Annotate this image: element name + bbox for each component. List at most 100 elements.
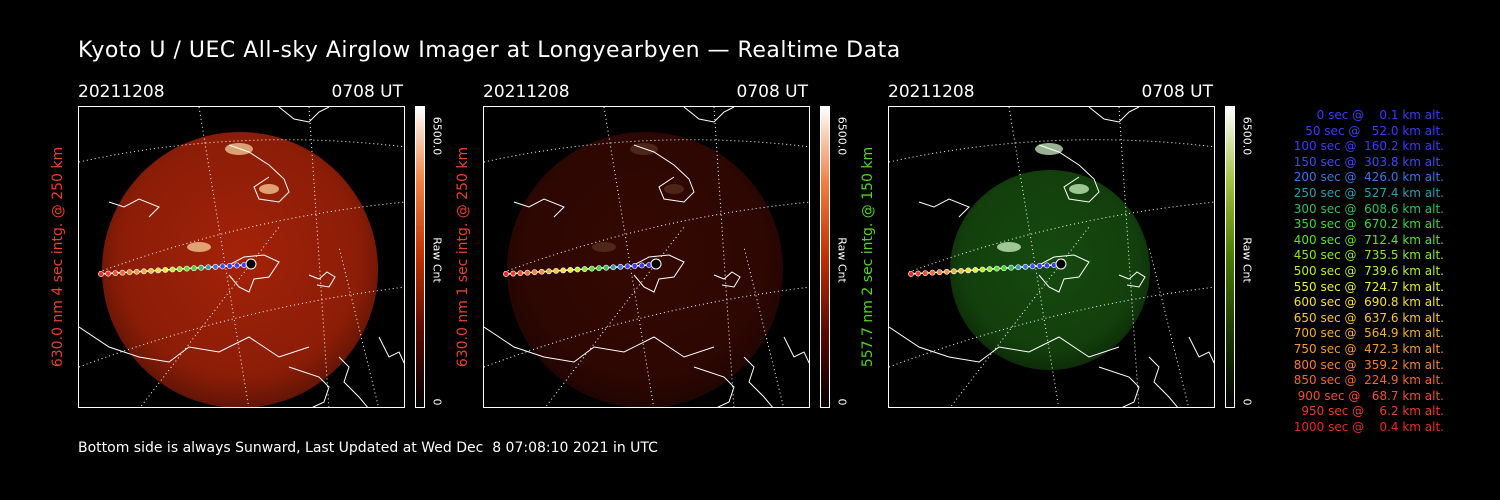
track-point	[1001, 265, 1007, 272]
allsky-image	[888, 106, 1215, 408]
map-graticule	[889, 107, 1214, 407]
panel-side-label: 630.0 nm 1 sec intg. @ 250 km	[455, 146, 471, 368]
track-point	[205, 264, 212, 271]
colorbar	[820, 106, 830, 408]
allsky-map	[79, 107, 404, 407]
colorbar-max: 6500.0	[430, 116, 444, 156]
legend-entry: 150 sec @ 303.8 km alt.	[1289, 154, 1444, 169]
satellite-track	[908, 258, 1067, 277]
track-point	[141, 268, 147, 275]
legend-entry: 200 sec @ 426.0 km alt.	[1289, 170, 1444, 185]
track-point	[560, 267, 567, 274]
coastline	[484, 107, 809, 407]
panel-time: 0708 UT	[331, 82, 404, 102]
airglow-disk	[507, 132, 783, 407]
track-point	[1015, 264, 1022, 271]
track-point	[624, 263, 631, 270]
track-point	[538, 268, 545, 275]
aurora-patch	[1069, 184, 1089, 194]
altitude-legend: 0 sec @ 0.1 km alt. 50 sec @ 52.0 km alt…	[1290, 108, 1444, 435]
panel-1: 20211208 0708 UT 630.0 nm 4 sec intg. @ …	[50, 80, 478, 440]
track-point	[908, 271, 914, 277]
track-point	[1036, 262, 1043, 269]
track-point	[581, 266, 588, 272]
legend-entry: 900 sec @ 68.7 km alt.	[1293, 388, 1444, 403]
track-point	[219, 263, 226, 270]
track-point	[617, 263, 624, 270]
aurora-patch	[592, 242, 616, 252]
aurora-patch	[664, 184, 684, 194]
track-point	[638, 262, 645, 269]
track-point	[986, 266, 993, 272]
track-point	[1008, 264, 1014, 271]
station-marker	[245, 258, 257, 270]
track-point	[1043, 262, 1050, 269]
track-point	[133, 268, 140, 275]
map-graticule	[484, 107, 809, 407]
aurora-patch	[187, 242, 211, 252]
track-point	[553, 267, 559, 274]
colorbar-label: Raw Cnt	[835, 237, 849, 283]
legend-entry: 600 sec @ 690.8 km alt.	[1289, 295, 1444, 310]
track-point	[546, 268, 552, 275]
panel-side-label: 630.0 nm 4 sec intg. @ 250 km	[50, 146, 66, 368]
track-point	[169, 266, 176, 273]
panel-date: 20211208	[483, 82, 570, 102]
allsky-image	[78, 106, 405, 408]
legend-entry: 950 sec @ 6.2 km alt.	[1297, 404, 1444, 419]
track-point	[951, 268, 957, 275]
legend-entry: 700 sec @ 564.9 km alt.	[1289, 326, 1444, 341]
legend-entry: 0 sec @ 0.1 km alt.	[1305, 108, 1444, 122]
satellite-track	[503, 258, 662, 277]
panel-date: 20211208	[78, 82, 165, 102]
legend-entry: 50 sec @ 52.0 km alt.	[1297, 123, 1444, 138]
track-point	[212, 263, 219, 270]
legend-entry: 1000 sec @ 0.4 km alt.	[1293, 419, 1444, 434]
track-point	[226, 262, 233, 269]
track-point	[588, 265, 595, 272]
station-marker	[650, 258, 662, 270]
track-point	[510, 270, 517, 277]
allsky-map	[889, 107, 1214, 407]
legend-entry: 350 sec @ 670.2 km alt.	[1289, 217, 1444, 232]
colorbar-max: 6500.0	[1240, 116, 1254, 156]
track-point	[503, 271, 509, 277]
track-point	[517, 270, 524, 276]
aurora-patch	[997, 242, 1021, 252]
track-point	[936, 269, 943, 276]
footer-status: Bottom side is always Sunward, Last Upda…	[78, 440, 658, 456]
panel-time: 0708 UT	[1141, 82, 1214, 102]
panel-2: 20211208 0708 UT 630.0 nm 1 sec intg. @ …	[455, 80, 883, 440]
track-point	[596, 265, 602, 272]
track-point	[126, 269, 133, 276]
track-point	[972, 267, 979, 273]
coastline	[889, 107, 1214, 407]
track-point	[958, 267, 964, 274]
legend-entry: 500 sec @ 739.6 km alt.	[1289, 263, 1444, 278]
track-point	[610, 264, 617, 271]
track-point	[162, 267, 169, 273]
station-marker	[1055, 258, 1067, 270]
legend-entry: 400 sec @ 712.4 km alt.	[1289, 232, 1444, 247]
track-point	[929, 269, 936, 276]
track-point	[922, 270, 929, 276]
track-point	[191, 265, 197, 272]
airglow-disk	[102, 132, 378, 407]
track-point	[965, 267, 972, 274]
legend-entry: 100 sec @ 160.2 km alt.	[1289, 139, 1444, 154]
colorbar-min: 0	[430, 398, 444, 406]
track-point	[233, 262, 240, 269]
panel-time: 0708 UT	[736, 82, 809, 102]
track-point	[98, 271, 104, 277]
legend-entry: 750 sec @ 472.3 km alt.	[1289, 341, 1444, 356]
coastline	[79, 107, 404, 407]
airglow-disk	[950, 170, 1150, 370]
track-point	[531, 269, 538, 276]
track-point	[524, 269, 531, 276]
panel-date: 20211208	[888, 82, 975, 102]
track-point	[993, 265, 1000, 272]
aurora-patch	[259, 184, 279, 194]
track-point	[198, 264, 204, 271]
colorbar-label: Raw Cnt	[430, 237, 444, 283]
track-point	[148, 267, 154, 274]
